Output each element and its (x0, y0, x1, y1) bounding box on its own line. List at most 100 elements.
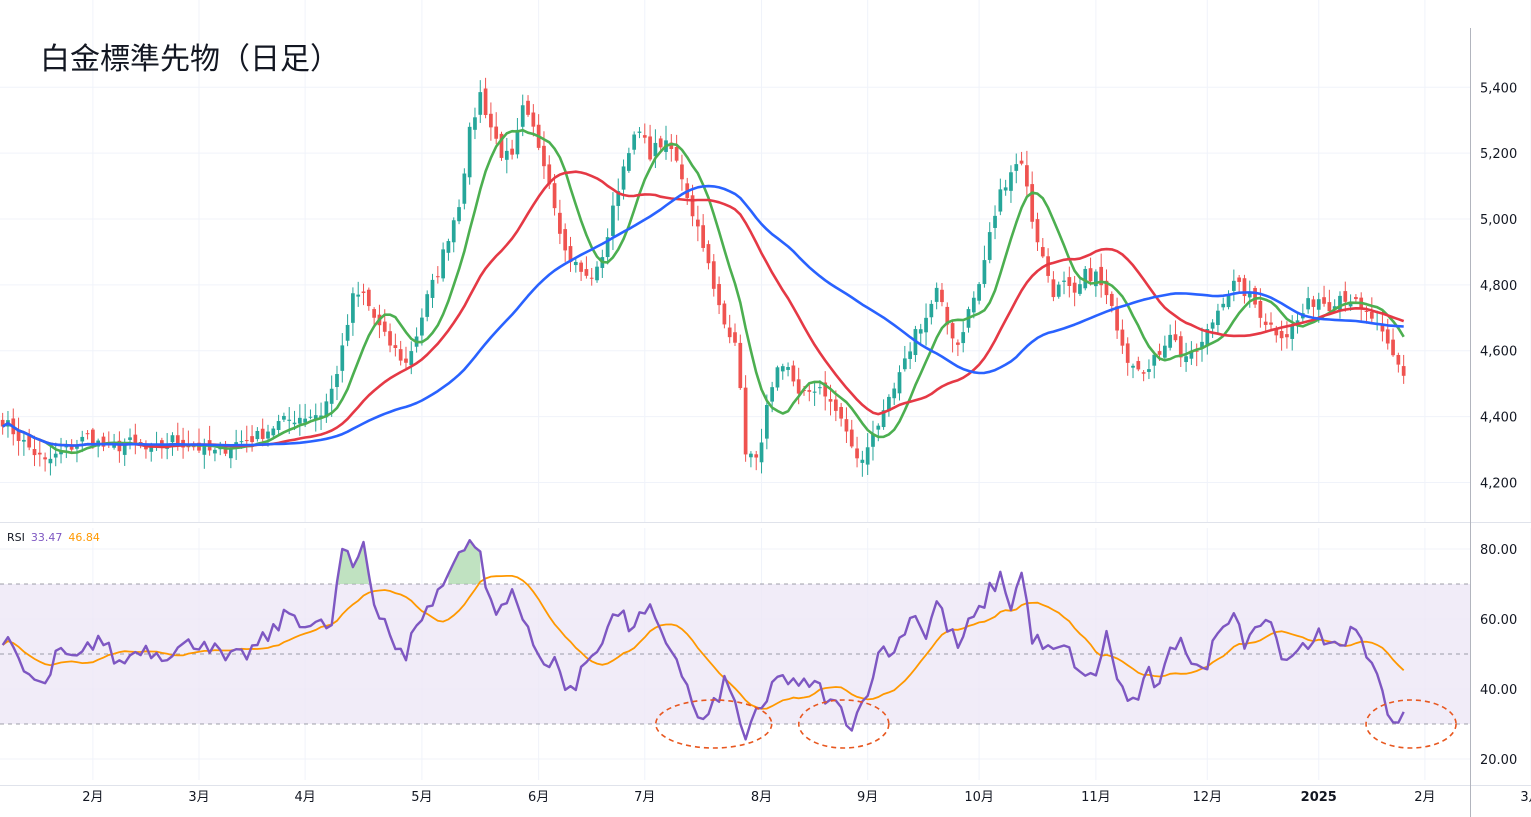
candle-87 (462, 168, 467, 210)
candle-body-24 (128, 437, 132, 440)
candle-body-191 (1014, 164, 1019, 171)
candle-148 (786, 362, 790, 377)
candle-body-197 (1046, 256, 1050, 276)
candle-236 (1253, 285, 1257, 308)
candle-122 (648, 124, 652, 162)
candle-230 (1221, 297, 1226, 311)
candle-body-53 (282, 415, 286, 420)
candle-210 (1115, 297, 1119, 339)
candle-body-91 (483, 88, 488, 116)
candle-body-3 (16, 430, 21, 442)
candle-body-16 (85, 433, 90, 435)
candle-192 (1019, 151, 1024, 166)
candle-0 (0, 412, 5, 435)
rsi-tick-label: 20.00 (1480, 753, 1517, 768)
candle-89 (473, 107, 477, 140)
candle-body-230 (1221, 303, 1226, 308)
candle-body-49 (260, 428, 265, 439)
candle-body-97 (515, 129, 520, 155)
candle-body-258 (1369, 311, 1374, 319)
candle-211 (1120, 319, 1125, 354)
candle-body-225 (1194, 350, 1199, 352)
candle-body-146 (775, 367, 780, 388)
candle-118 (627, 147, 631, 173)
candle-body-200 (1062, 280, 1066, 282)
candle-136 (722, 300, 727, 329)
rsi-tick-label: 60.00 (1480, 613, 1517, 628)
candle-body-75 (398, 349, 403, 361)
candle-body-175 (929, 303, 934, 318)
candle-body-152 (807, 390, 812, 392)
rsi-legend-name: RSI (7, 531, 25, 544)
candle-body-243 (1290, 325, 1295, 339)
candle-body-69 (366, 289, 371, 307)
candle-body-188 (998, 189, 1003, 212)
candle-88 (467, 122, 472, 185)
candle-262 (1391, 328, 1395, 357)
candle-body-64 (340, 345, 345, 371)
candle-body-169 (897, 372, 902, 394)
candle-155 (823, 371, 828, 411)
candle-body-202 (1072, 282, 1077, 293)
candle-body-167 (887, 396, 891, 412)
candle-241 (1279, 320, 1284, 351)
candle-body-134 (711, 261, 716, 289)
candle-204 (1083, 265, 1088, 291)
price-tick-label: 5,400 (1480, 81, 1517, 96)
candle-140 (743, 375, 748, 462)
candle-body-261 (1385, 329, 1390, 344)
candle-body-11 (59, 451, 63, 455)
candle-body-187 (993, 215, 997, 228)
ma-line-ma_short (2, 128, 1405, 455)
candle-body-226 (1200, 341, 1204, 349)
candle-196 (1040, 238, 1045, 259)
candle-body-110 (584, 269, 589, 276)
candle-body-142 (754, 454, 759, 458)
x-tick-label: 2月 (1414, 790, 1435, 805)
candle-76 (404, 346, 408, 369)
candle-166 (881, 399, 886, 430)
candle-body-186 (987, 232, 992, 260)
candle-106 (563, 223, 568, 262)
candle-body-136 (722, 303, 727, 325)
candle-227 (1205, 323, 1210, 355)
candle-body-59 (313, 415, 318, 420)
candle-body-229 (1216, 310, 1220, 326)
candle-205 (1088, 257, 1093, 286)
rsi-line-layer (1, 539, 1405, 741)
candle-214 (1136, 356, 1141, 372)
candle-body-249 (1322, 297, 1326, 304)
candle-body-235 (1247, 292, 1252, 298)
candle-body-220 (1168, 334, 1173, 348)
candle-body-184 (977, 284, 981, 301)
candle-194 (1030, 171, 1035, 229)
candle-134 (711, 254, 716, 297)
candle-222 (1178, 331, 1183, 368)
candle-body-120 (637, 131, 642, 133)
candle-body-87 (462, 173, 467, 204)
candle-138 (733, 323, 737, 347)
candle-234 (1242, 274, 1247, 304)
price-tick-label: 5,200 (1480, 147, 1517, 162)
candle-219 (1162, 335, 1167, 361)
candle-body-50 (266, 431, 270, 439)
candle-body-60 (319, 415, 323, 418)
ma-line-ma_long (2, 184, 1404, 447)
candle-167 (887, 394, 891, 417)
candle-body-21 (112, 443, 116, 448)
candle-203 (1078, 277, 1082, 296)
candle-217 (1152, 352, 1157, 379)
candle-body-156 (828, 399, 833, 402)
candle-body-19 (101, 436, 106, 447)
candle-51 (271, 426, 276, 438)
candle-body-139 (738, 342, 743, 389)
candle-body-7 (37, 452, 42, 455)
candle-body-102 (542, 145, 546, 167)
candle-body-138 (733, 332, 737, 343)
candle-body-88 (467, 126, 472, 178)
candle-body-98 (520, 105, 525, 127)
candle-body-66 (351, 293, 355, 323)
candle-114 (605, 228, 610, 265)
candle-body-103 (547, 164, 552, 185)
